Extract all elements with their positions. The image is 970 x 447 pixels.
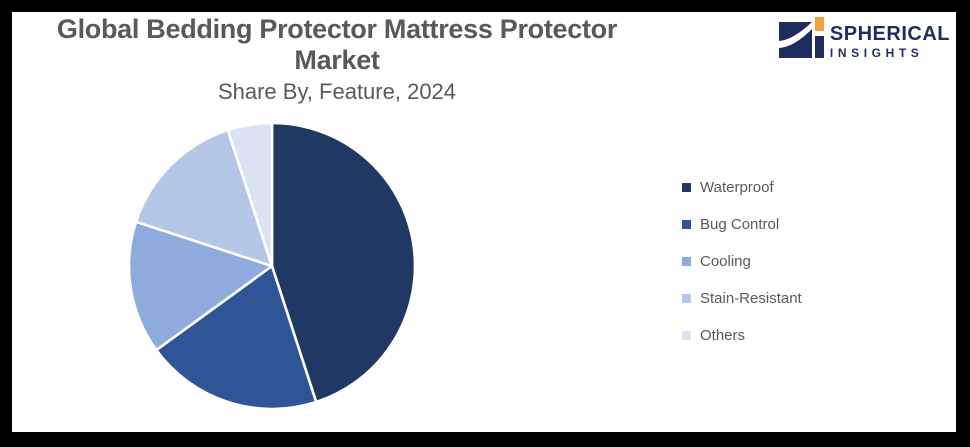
pie-slice-waterproof	[270, 121, 417, 404]
logo-tagline: INSIGHTS	[829, 46, 924, 60]
legend-swatch	[682, 294, 691, 303]
legend-item-cooling: Cooling	[682, 243, 802, 280]
legend-item-bug-control: Bug Control	[682, 206, 802, 243]
legend-label: Waterproof	[700, 179, 774, 196]
chart-title: Global Bedding Protector Mattress Protec…	[56, 14, 618, 76]
legend-label: Others	[700, 327, 746, 344]
pie-slice-others	[226, 121, 274, 268]
pie-slice-cooling	[127, 220, 274, 352]
pie-slice-bug-control	[155, 264, 318, 411]
logo-name: SPHERICAL	[829, 23, 950, 45]
legend: Waterproof Bug Control Cooling Stain-Resist…	[682, 169, 802, 354]
legend-swatch	[682, 183, 691, 192]
logo-text: SPHERICAL INSIGHTS	[830, 17, 950, 59]
pie-svg	[127, 121, 417, 411]
legend-swatch	[682, 220, 691, 229]
chart-subtitle: Share By, Feature, 2024	[217, 79, 457, 105]
legend-swatch	[682, 257, 691, 266]
legend-swatch	[682, 331, 691, 340]
logo: SPHERICAL INSIGHTS	[778, 17, 950, 59]
legend-label: Bug Control	[700, 216, 780, 233]
legend-item-stain-resistant: Stain-Resistant	[682, 280, 802, 317]
logo-icon	[778, 17, 824, 58]
pie-chart	[122, 116, 422, 416]
legend-item-waterproof: Waterproof	[682, 169, 802, 206]
legend-label: Stain-Resistant	[700, 290, 802, 307]
legend-item-others: Others	[682, 317, 802, 354]
chart-canvas: Global Bedding Protector Mattress Protec…	[12, 12, 956, 432]
title-block: Global Bedding Protector Mattress Protec…	[12, 14, 662, 107]
legend-label: Cooling	[700, 253, 751, 270]
